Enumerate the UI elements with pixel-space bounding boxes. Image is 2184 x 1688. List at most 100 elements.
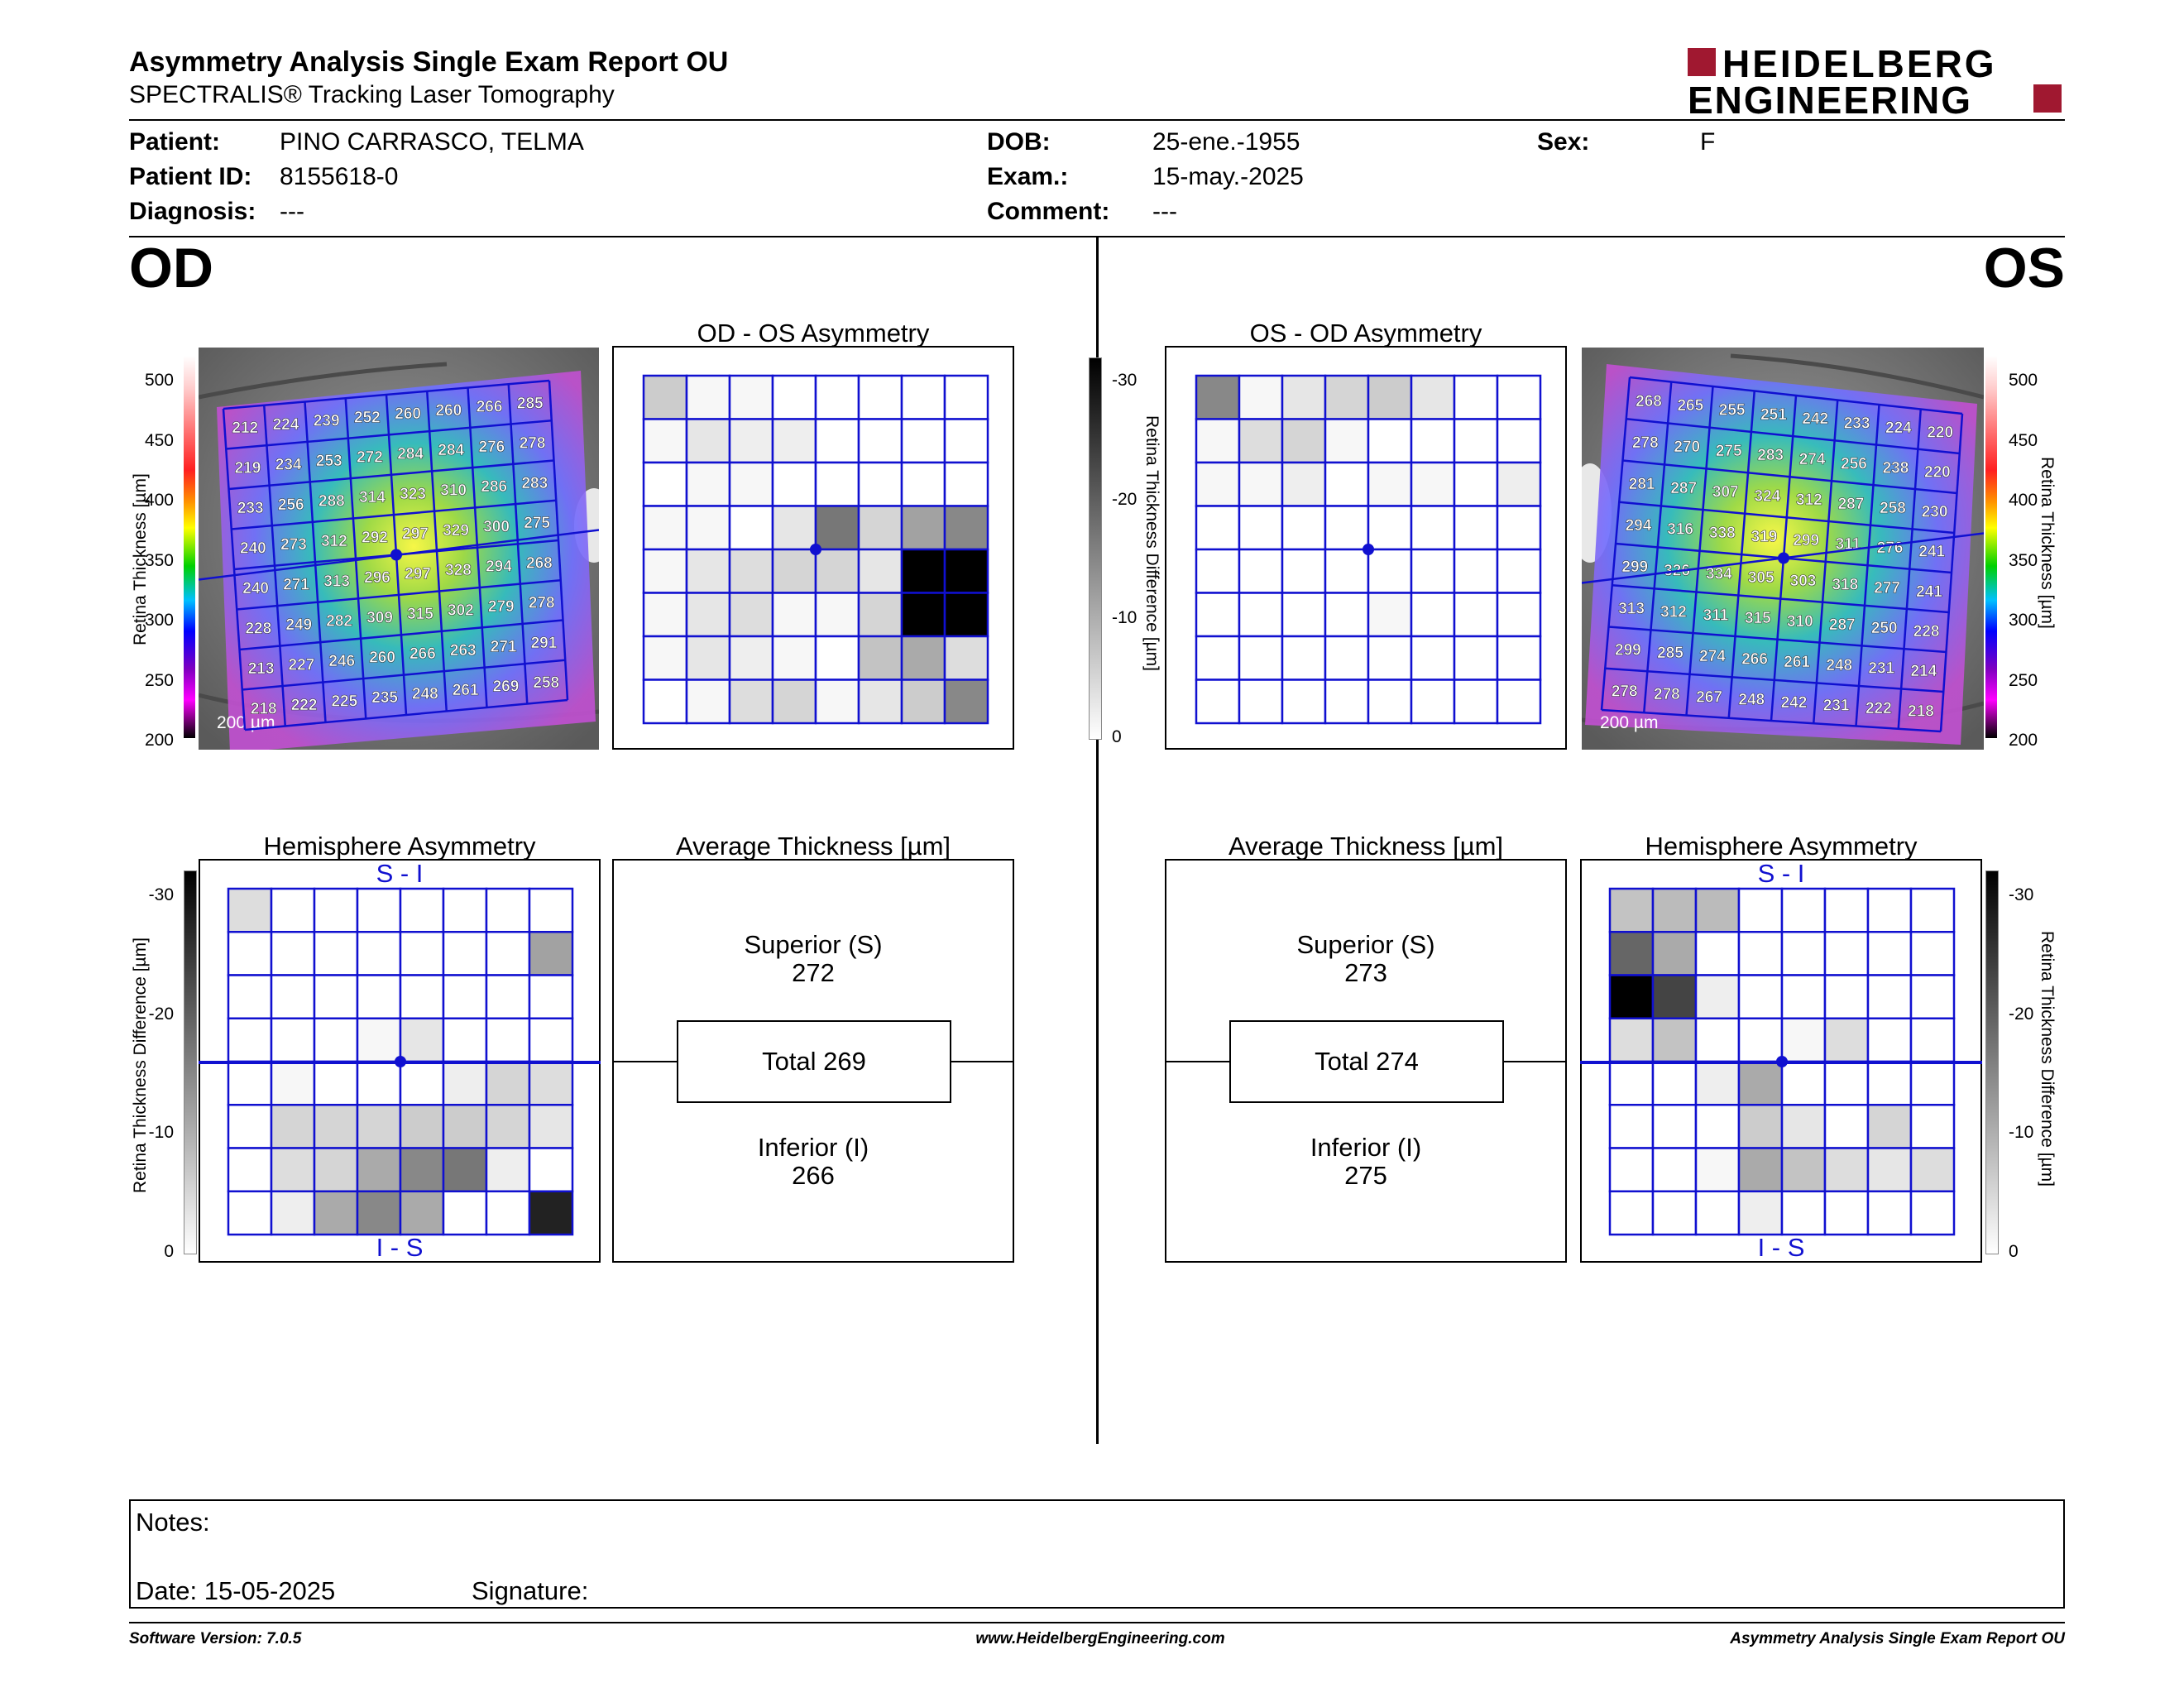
thickness-grid-od: 212 224 239 252 260 260 266 285 219 234 253 272 284 2…: [199, 379, 599, 731]
notes-label: Notes:: [136, 1508, 210, 1537]
date-label: Date: 15-05-2025: [136, 1576, 336, 1605]
eye-divider: [1096, 237, 1099, 1444]
hemi-od-cell: [313, 1190, 359, 1236]
patient-divider: [129, 236, 2065, 237]
thickness-os-value: 274: [1699, 648, 1726, 665]
hemi-os-cell: [1780, 1147, 1827, 1192]
thickness-od-value: 213: [248, 660, 275, 678]
hemi-os-cell: [1694, 974, 1741, 1019]
hemi-os-cell: [1694, 887, 1741, 933]
asym-title-os: OS - OD Asymmetry: [1249, 319, 1482, 348]
thickness-od-value: 219: [235, 460, 261, 477]
avg-title-od: Average Thickness [µm]: [675, 832, 951, 861]
hemi-od-cell: [227, 1017, 273, 1063]
hemi-od-cell: [442, 887, 488, 933]
thickness-os-value: 315: [1745, 610, 1771, 627]
dob-value: 25-ene.-1955: [1152, 128, 1300, 156]
asym-od-cell: [814, 374, 860, 420]
thickness-od-value: 328: [445, 562, 472, 579]
hemi-od-cell: [270, 974, 316, 1019]
hemi-od-cell: [356, 1104, 402, 1149]
thickness-os-value: 270: [1674, 439, 1700, 456]
thickness-od-gridline: [237, 579, 561, 611]
asym-od-cell: [814, 635, 860, 681]
hemi-os-cell: [1823, 1104, 1870, 1149]
superior-od: Superior (S) 272: [612, 931, 1014, 987]
asym-od-cell: [857, 418, 903, 464]
thickness-od-gridline: [467, 387, 488, 708]
hemi-os-cell: [1651, 974, 1698, 1019]
asym-os-cell: [1367, 592, 1413, 638]
thickness-os-value: 281: [1629, 476, 1655, 493]
asym-os-cell: [1453, 505, 1499, 551]
os-diff-ticks-label: -30: [2009, 885, 2034, 904]
total-value-os: Total 274: [1315, 1047, 1419, 1076]
thickness-os-value: 218: [1908, 703, 1934, 720]
hemi-os-cell: [1651, 1147, 1698, 1192]
asym-od-cell: [728, 548, 774, 594]
asym-od-cell: [943, 548, 989, 594]
patient-name: PINO CARRASCO, TELMA: [280, 128, 584, 156]
thickness-od-value: 288: [318, 492, 345, 510]
hemi-od-cell: [528, 1017, 574, 1063]
hemi-os-cell: [1694, 1060, 1741, 1106]
hemi-title-os: Hemisphere Asymmetry: [1645, 832, 1918, 861]
hemi-os-cell: [1866, 887, 1913, 933]
asym-od-cell: [685, 592, 731, 638]
hemi-os-cell: [1866, 1017, 1913, 1063]
thickness-od-value: 323: [400, 486, 426, 503]
thickness-od-value: 228: [245, 621, 271, 638]
hemi-os-cell: [1780, 1060, 1827, 1106]
inferior-value-os: 275: [1344, 1161, 1387, 1190]
asym-od-cell: [685, 548, 731, 594]
thickness-od-value: 313: [323, 573, 350, 590]
hemi-od-cell: [442, 1017, 488, 1063]
asym-od-cell: [771, 635, 817, 681]
hemi-od-cell: [356, 974, 402, 1019]
hemi-od-cell: [356, 931, 402, 976]
asym-od-cell: [900, 679, 946, 725]
asym-od-cell: [642, 548, 688, 594]
thickness-os-value: 318: [1832, 576, 1858, 593]
hemi-od-cell: [399, 887, 445, 933]
asym-os-cell: [1410, 548, 1456, 594]
asym-od-cell: [771, 374, 817, 420]
hemi-grid-od: [227, 887, 574, 1236]
hemi-os-cell: [1608, 974, 1655, 1019]
hemi-od-cell: [270, 931, 316, 976]
patient-id: 8155618-0: [280, 163, 399, 190]
thickness-od-value: 258: [533, 674, 559, 692]
hemi-os-cell: [1780, 1190, 1827, 1236]
superior-label-od: Superior (S): [744, 930, 883, 959]
hemi-od-cell: [313, 1060, 359, 1106]
hemi-os-cell: [1909, 974, 1956, 1019]
thickness-grid-os: 268 265 255 251 242 233 224 220 278 270 275 283 274 2…: [1582, 376, 1984, 733]
thickness-os-value: 276: [1877, 539, 1904, 557]
website-link[interactable]: www.HeidelbergEngineering.com: [975, 1630, 1225, 1647]
thickness-od-value: 309: [366, 609, 393, 626]
thickness-os-value: 285: [1657, 645, 1684, 662]
hemi-od-cell: [270, 1104, 316, 1149]
asym-os-cell: [1238, 374, 1284, 420]
asym-od-cell: [900, 505, 946, 551]
asym-os-cell: [1238, 418, 1284, 464]
asym-os-cell: [1281, 418, 1327, 464]
asym-os-cell: [1496, 592, 1542, 638]
thickness-od-value: 225: [331, 693, 357, 711]
thickness-od-value: 278: [520, 435, 546, 453]
asym-os-cell: [1496, 635, 1542, 681]
asym-os-cell: [1324, 679, 1370, 725]
hemi-od-cell: [399, 1060, 445, 1106]
hemi-od-cell: [528, 1060, 574, 1106]
thickness-od-value: 218: [251, 701, 277, 718]
hemi-os-cell: [1608, 1017, 1655, 1063]
hemi-od-cell: [485, 931, 531, 976]
hemi-od-cell: [356, 1060, 402, 1106]
hemi-os-cell: [1608, 931, 1655, 976]
asym-od-cell: [943, 461, 989, 507]
notes-box[interactable]: [129, 1499, 2065, 1609]
asym-od-cell: [642, 418, 688, 464]
od-thick-ticks-label: 450: [144, 430, 174, 450]
hemi-od-cell: [313, 974, 359, 1019]
thickness-os-value: 256: [1841, 455, 1867, 472]
